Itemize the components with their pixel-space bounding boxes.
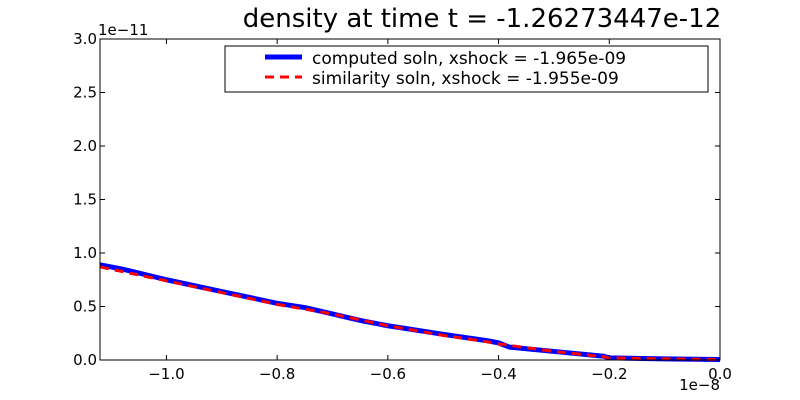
x-tick-label: −0.8 xyxy=(259,365,295,383)
y-tick-label: 2.5 xyxy=(73,84,97,102)
legend-label-similarity: similarity soln, xshock = -1.955e-09 xyxy=(312,69,619,89)
x-tick-label: 0.0 xyxy=(708,365,732,383)
y-offset-label: 1e−11 xyxy=(98,21,148,39)
x-offset-label: 1e−8 xyxy=(679,376,720,394)
legend: computed soln, xshock = -1.965e-09 simil… xyxy=(224,45,709,93)
y-tick-label: 0.0 xyxy=(73,351,97,369)
y-tick-label: 2.0 xyxy=(73,137,97,155)
x-tick-label: −0.6 xyxy=(370,365,406,383)
y-tick-label: 0.5 xyxy=(73,298,97,316)
legend-label-computed: computed soln, xshock = -1.965e-09 xyxy=(312,49,626,69)
chart-title: density at time t = -1.26273447e-12 xyxy=(243,4,722,34)
plot-area: −1.0 −0.8 −0.6 −0.4 −0.2 0.0 0.0 0.5 1.0 1.5 2.0 2.… xyxy=(73,30,732,383)
series-line-similarity xyxy=(99,265,721,361)
legend-box xyxy=(224,45,709,93)
x-tick-label: −0.4 xyxy=(480,365,516,383)
x-tick-label: −0.2 xyxy=(591,365,627,383)
axes-frame xyxy=(99,38,721,361)
x-tick-label: −1.0 xyxy=(148,365,184,383)
y-tick-label: 1.5 xyxy=(73,191,97,209)
y-tick-label: 1.0 xyxy=(73,244,97,262)
y-tick-label: 3.0 xyxy=(73,30,97,48)
